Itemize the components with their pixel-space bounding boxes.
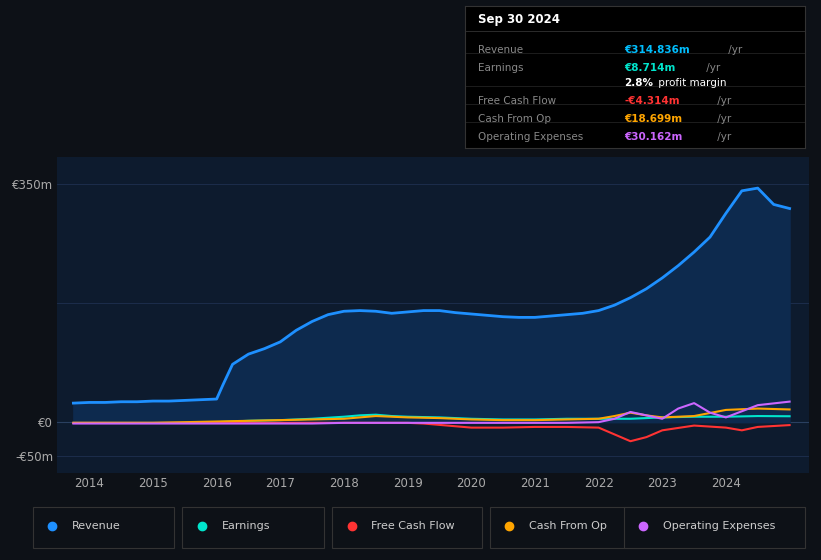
FancyBboxPatch shape bbox=[182, 507, 324, 548]
Text: €30.162m: €30.162m bbox=[625, 132, 683, 142]
Text: Free Cash Flow: Free Cash Flow bbox=[479, 96, 557, 106]
Text: Earnings: Earnings bbox=[479, 63, 524, 73]
FancyBboxPatch shape bbox=[332, 507, 482, 548]
Text: Operating Expenses: Operating Expenses bbox=[479, 132, 584, 142]
Text: Sep 30 2024: Sep 30 2024 bbox=[479, 13, 560, 26]
FancyBboxPatch shape bbox=[624, 507, 805, 548]
Text: /yr: /yr bbox=[726, 45, 743, 55]
Text: Cash From Op: Cash From Op bbox=[479, 114, 551, 124]
Text: /yr: /yr bbox=[714, 114, 732, 124]
Text: €18.699m: €18.699m bbox=[625, 114, 682, 124]
Text: /yr: /yr bbox=[703, 63, 720, 73]
Text: /yr: /yr bbox=[714, 96, 732, 106]
Text: Free Cash Flow: Free Cash Flow bbox=[371, 521, 455, 531]
Text: -€4.314m: -€4.314m bbox=[625, 96, 680, 106]
Text: profit margin: profit margin bbox=[655, 78, 727, 88]
Text: €314.836m: €314.836m bbox=[625, 45, 690, 55]
Text: Earnings: Earnings bbox=[222, 521, 270, 531]
Text: /yr: /yr bbox=[714, 132, 732, 142]
Text: Revenue: Revenue bbox=[72, 521, 121, 531]
FancyBboxPatch shape bbox=[33, 507, 174, 548]
Text: 2.8%: 2.8% bbox=[625, 78, 654, 88]
Text: Operating Expenses: Operating Expenses bbox=[663, 521, 775, 531]
Text: €8.714m: €8.714m bbox=[625, 63, 676, 73]
FancyBboxPatch shape bbox=[489, 507, 640, 548]
Text: Cash From Op: Cash From Op bbox=[529, 521, 607, 531]
Text: Revenue: Revenue bbox=[479, 45, 524, 55]
